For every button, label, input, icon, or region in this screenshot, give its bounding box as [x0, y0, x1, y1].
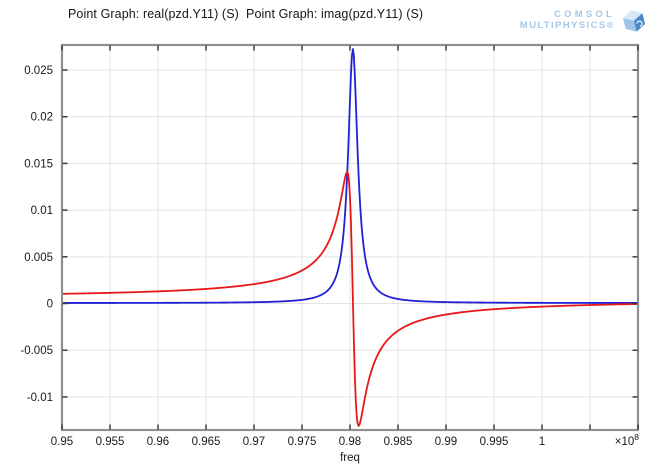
y-tick-label: 0.015	[24, 158, 53, 170]
y-tick-label: -0.005	[20, 345, 53, 357]
series-curve-real	[62, 48, 638, 304]
cube-left-face	[622, 17, 637, 32]
x-tick-label: 0.995	[480, 436, 509, 448]
cube-swirl-mark	[636, 20, 643, 27]
x-tick-label: 0.975	[288, 436, 317, 448]
plot-frame	[60, 43, 640, 432]
comsol-logo-line1: COMSOL	[554, 9, 615, 21]
comsol-logo: COMSOL MULTIPHYSICS®	[520, 7, 648, 35]
y-tick-label: 0.025	[24, 65, 53, 77]
y-tick-label: 0	[47, 299, 53, 311]
y-tick-label: 0.02	[31, 112, 53, 124]
y-tick-label: -0.01	[27, 392, 53, 404]
comsol-logo-text: COMSOL MULTIPHYSICS®	[519, 9, 615, 32]
x-tick-label: 0.95	[51, 436, 73, 448]
x-tick-label: 0.96	[147, 436, 169, 448]
series-curves	[62, 48, 638, 427]
x-tick-label: 0.98	[339, 436, 361, 448]
x-tick-label: 0.965	[192, 436, 221, 448]
y-tick-label: 0.005	[24, 252, 53, 264]
x-axis-exponent: ×108	[615, 432, 640, 448]
series-curve-imag	[62, 170, 638, 427]
tick-marks	[61, 45, 639, 430]
x-axis-label: freq	[340, 452, 360, 464]
cube-right-face	[633, 13, 646, 32]
comsol-logo-line2: MULTIPHYSICS®	[519, 20, 615, 31]
x-tick-label: 0.985	[384, 436, 413, 448]
comsol-cube-icon	[622, 10, 646, 32]
x-tick-label: 0.955	[96, 436, 125, 448]
cube-top-face	[622, 10, 643, 21]
chart-title: Point Graph: real(pzd.Y11) (S) Point Gra…	[68, 7, 424, 21]
x-tick-label: 1	[539, 436, 545, 448]
x-tick-label: 0.97	[243, 436, 265, 448]
y-tick-label: 0.01	[31, 205, 53, 217]
gridlines	[62, 45, 638, 430]
x-tick-label: 0.99	[435, 436, 457, 448]
